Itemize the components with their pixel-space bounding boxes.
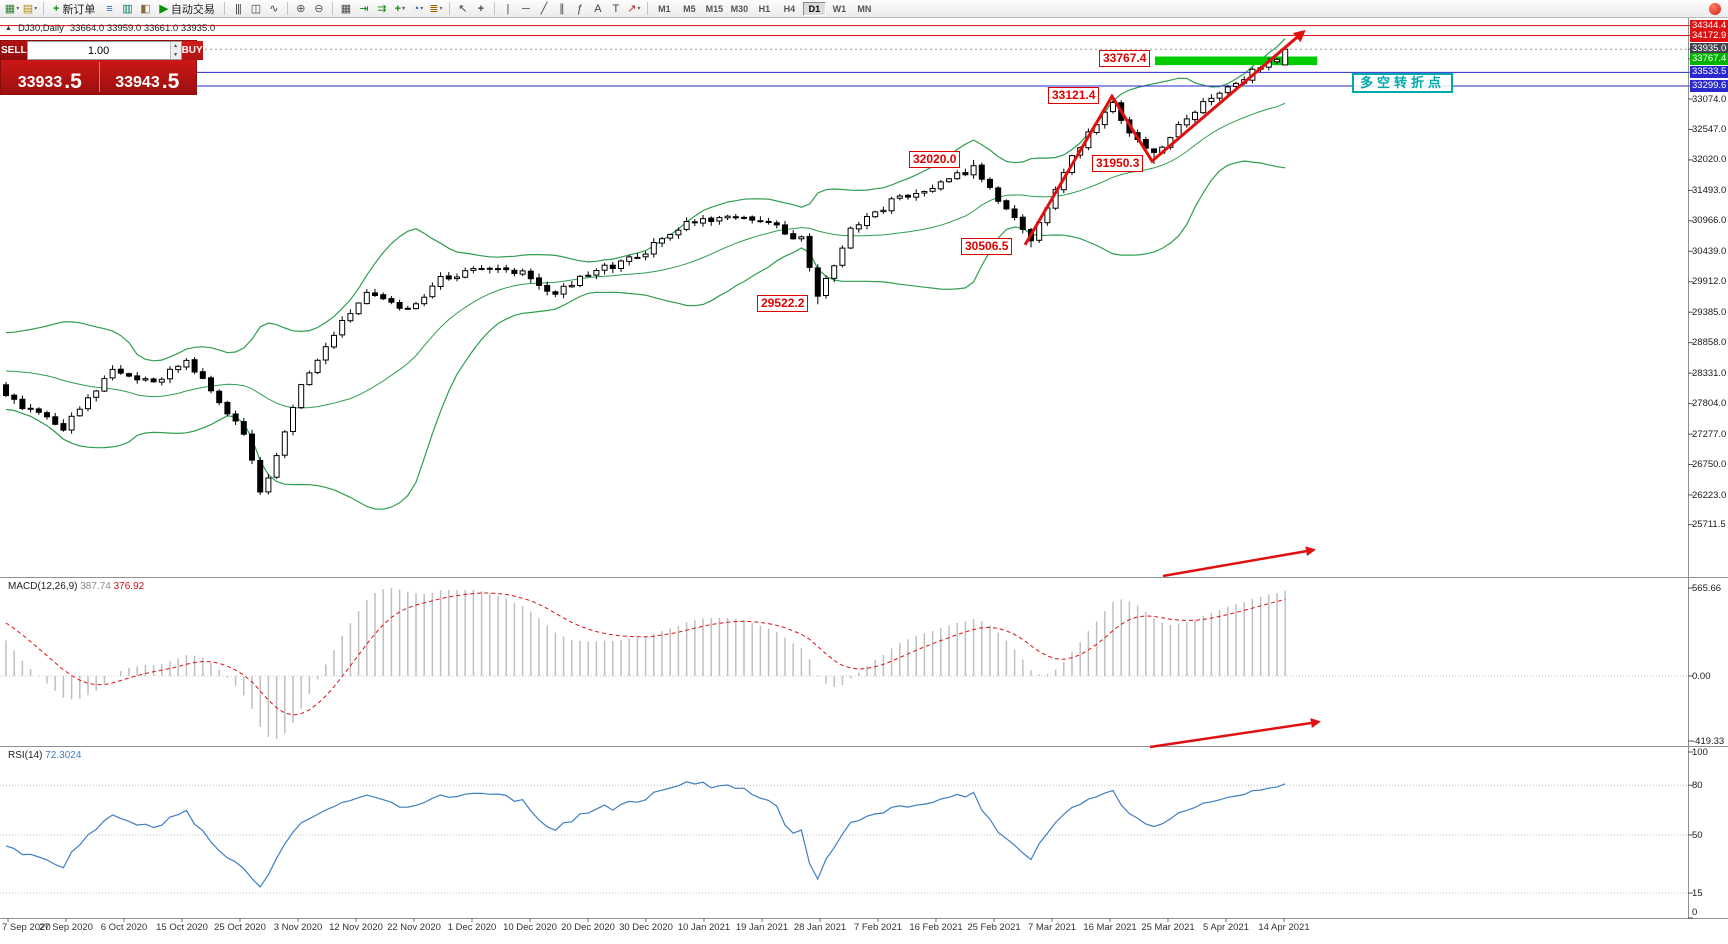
trendline-icon[interactable]: ╱ — [540, 3, 548, 15]
supply-zone-rectangle[interactable] — [1155, 56, 1317, 66]
dropdown-caret-icon: ▾ — [402, 6, 406, 12]
text-icon[interactable]: A — [594, 2, 602, 15]
rsi-label: RSI(14) 72.3024 — [8, 750, 81, 761]
sell-price-frac: .5 — [64, 70, 82, 93]
dropdown-caret-icon: ▾ — [439, 6, 443, 12]
dropdown-caret-icon: ▾ — [34, 6, 38, 12]
chart-title: ▲ DJ30,Daily 33664.0 33959.0 33661.0 339… — [5, 23, 215, 34]
bollinger-upper-band — [5, 38, 1286, 362]
macd-signal-line — [5, 592, 1286, 716]
timeframe-H1[interactable]: H1 — [758, 3, 771, 14]
sell-price[interactable]: 33933 .5 — [1, 60, 99, 94]
new-order-button-label: 新订单 — [62, 3, 96, 16]
toolbar-separator — [286, 2, 288, 15]
notification-icon[interactable] — [1709, 3, 1721, 15]
rsi-line — [5, 781, 1286, 888]
macd-value: 387.74 — [80, 581, 111, 592]
timeframe-M5[interactable]: M5 — [683, 3, 696, 14]
new-chart-icon[interactable]: ▦ ▾ — [4, 3, 20, 15]
candlestick-series — [3, 47, 1289, 495]
macd-trend-arrow[interactable] — [1162, 546, 1316, 578]
bollinger-middle-band — [5, 102, 1286, 409]
new-order-button[interactable]: + 新订单 — [48, 1, 100, 17]
toolbar-separator — [646, 2, 648, 15]
crosshair-icon[interactable]: + — [477, 2, 485, 15]
arrows-icon[interactable]: ↗ ▾ — [627, 3, 641, 15]
data-window-icon[interactable]: ▥ — [122, 3, 133, 15]
sell-price-int: 33933 — [17, 74, 63, 91]
templates-icon[interactable]: ≣ ▾ — [429, 3, 443, 15]
auto-trading-icon: ▶ — [159, 3, 168, 15]
dropdown-caret-icon: ▾ — [16, 6, 20, 12]
bollinger-lower-band — [5, 160, 1286, 510]
note-box[interactable]: 多空转折点 — [1352, 73, 1454, 93]
toolbar-separator — [331, 2, 333, 15]
line-chart-icon[interactable]: ∿ — [269, 3, 279, 15]
volume-spinner: ▲ ▼ — [169, 42, 181, 59]
buy-price[interactable]: 33943 .5 — [99, 60, 197, 94]
macd-histogram — [5, 588, 1286, 739]
timeframe-M30[interactable]: M30 — [730, 3, 749, 14]
vertical-line-icon[interactable]: | — [506, 2, 510, 15]
buy-price-frac: .5 — [161, 70, 180, 93]
chart-symbol-period: DJ30,Daily — [17, 23, 64, 34]
macd-name: MACD(12,26,9) — [8, 581, 78, 592]
timeframe-H4[interactable]: H4 — [783, 3, 796, 14]
buy-button[interactable]: BUY — [181, 41, 203, 60]
toolbar-separator — [448, 2, 450, 15]
buy-price-int: 33943 — [115, 74, 160, 91]
one-click-trading-panel: SELL ▲ ▼ BUY 33933 .5 33943 .5 — [0, 40, 203, 95]
timeframe-M1[interactable]: M1 — [658, 3, 671, 14]
horizontal-line-icon[interactable]: ─ — [522, 2, 530, 15]
auto-scroll-icon[interactable]: ⇥ — [359, 3, 369, 15]
periods-icon[interactable]: ◔ ▾ — [412, 2, 424, 15]
volume-decrease-button[interactable]: ▼ — [170, 50, 181, 59]
timeframe-W1[interactable]: W1 — [832, 3, 847, 14]
trend-arrow[interactable] — [1023, 29, 1306, 246]
toolbar-separator — [43, 2, 44, 15]
rsi-trend-arrow[interactable] — [1149, 718, 1321, 749]
auto-trading-button[interactable]: ▶ 自动交易 — [154, 1, 219, 17]
bar-chart-icon[interactable]: ||| — [235, 2, 242, 15]
new-order-icon: + — [53, 2, 60, 15]
indicators-icon[interactable]: + ▾ — [394, 2, 406, 15]
main-toolbar: ▦ ▾ ▤ ▾ + 新订单 ≡ ▥ ◧ ▶ 自动交易 ||| ◫ ∿ ⊕ ⊖ ▦ ⇥ ⇉ + ▾ ◔ ▾ ≣ ▾ ↖ + | ─ ╱ ∥ ƒ A… — [0, 0, 1728, 18]
volume-increase-button[interactable]: ▲ — [170, 42, 181, 51]
timeframe-M15[interactable]: M15 — [705, 3, 724, 14]
zoom-in-icon[interactable]: ⊕ — [296, 3, 306, 15]
zoom-out-icon[interactable]: ⊖ — [314, 3, 324, 15]
timeframe-MN[interactable]: MN — [857, 3, 872, 14]
rsi-value: 72.3024 — [45, 750, 82, 761]
tile-windows-icon[interactable]: ▦ — [340, 3, 352, 15]
candlestick-chart-icon[interactable]: ◫ — [250, 3, 262, 15]
macd-signal-value: 376.92 — [113, 581, 145, 592]
chart-shift-icon[interactable]: ⇉ — [377, 3, 387, 15]
volume-input[interactable] — [27, 42, 170, 59]
dropdown-caret-icon: ▾ — [420, 6, 424, 12]
timeframe-D1[interactable]: D1 — [802, 1, 826, 16]
volume-field: ▲ ▼ — [26, 41, 182, 60]
sell-button[interactable]: SELL — [1, 41, 27, 60]
rsi-name: RSI(14) — [8, 750, 43, 761]
navigator-icon[interactable]: ◧ — [140, 3, 151, 15]
cursor-icon[interactable]: ↖ — [458, 3, 468, 15]
chart-ohlc-values: 33664.0 33959.0 33661.0 33935.0 — [69, 23, 216, 34]
toolbar-separator — [493, 2, 495, 15]
auto-trading-button-label: 自动交易 — [170, 3, 215, 16]
profiles-icon[interactable]: ▤ ▾ — [22, 3, 38, 15]
toolbar-separator — [223, 2, 225, 15]
fibonacci-icon[interactable]: ƒ — [576, 2, 583, 15]
macd-label: MACD(12,26,9) 387.74 376.92 — [8, 581, 144, 592]
symbol-icon: ▲ — [5, 25, 12, 32]
dropdown-caret-icon: ▾ — [637, 6, 641, 12]
channel-icon[interactable]: ∥ — [559, 3, 565, 15]
market-watch-icon[interactable]: ≡ — [106, 2, 113, 15]
text-label-icon[interactable]: T — [612, 2, 620, 15]
